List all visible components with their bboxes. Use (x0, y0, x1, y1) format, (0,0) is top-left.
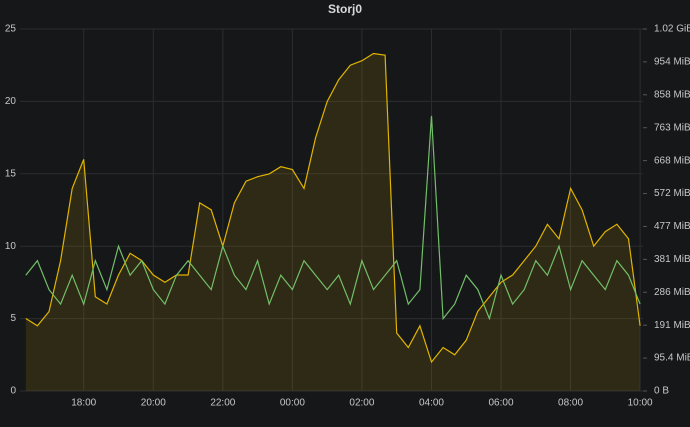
y2-tick-label: 95.4 MiB (654, 353, 690, 364)
x-tick-label: 20:00 (141, 398, 166, 409)
y-tick-label: 10 (5, 241, 17, 252)
y-tick-label: 15 (5, 168, 17, 179)
x-tick-label: 04:00 (419, 398, 444, 409)
x-tick-label: 06:00 (488, 398, 513, 409)
chart-title: Storj0 (328, 2, 362, 16)
x-tick-label: 08:00 (558, 398, 583, 409)
y-tick-label: 0 (10, 386, 16, 397)
y2-tick-label: 572 MiB (654, 188, 690, 199)
y-tick-label: 5 (10, 313, 16, 324)
x-tick-label: 02:00 (349, 398, 374, 409)
x-tick-label: 22:00 (210, 398, 235, 409)
y-tick-label: 20 (5, 96, 17, 107)
y2-tick-label: 954 MiB (654, 57, 690, 68)
y-tick-label: 25 (5, 24, 17, 35)
area (25, 53, 641, 391)
y2-tick-label: 858 MiB (654, 89, 690, 100)
y2-tick-label: 477 MiB (654, 221, 690, 232)
y2-tick-label: 191 MiB (654, 320, 690, 331)
x-tick-label: 10:00 (628, 398, 653, 409)
y2-tick-label: 668 MiB (654, 155, 690, 166)
y2-tick-label: 286 MiB (654, 287, 690, 298)
x-tick-label: 18:00 (71, 398, 96, 409)
line (25, 115, 641, 321)
y2-tick-label: 763 MiB (654, 122, 690, 133)
y2-tick-label: 1.02 GiB (654, 24, 690, 35)
y2-tick-label: 0 B (654, 386, 669, 397)
line (25, 52, 641, 364)
x-tick-label: 00:00 (280, 398, 305, 409)
y2-tick-label: 381 MiB (654, 254, 690, 265)
